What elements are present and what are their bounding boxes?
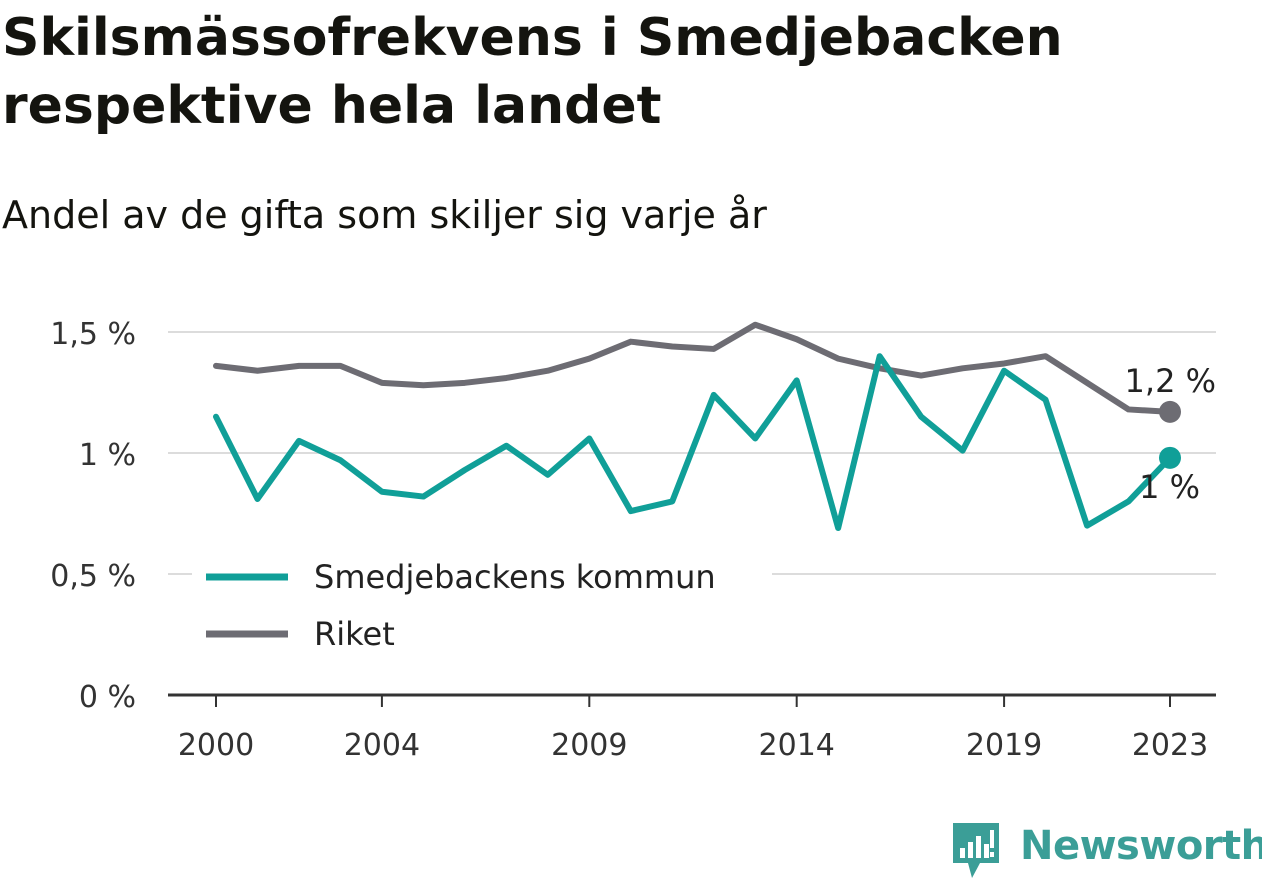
newsworthy-logo-icon — [953, 823, 999, 878]
legend-background — [192, 548, 772, 664]
x-axis: 2000 2004 2009 2014 2019 2023 — [168, 693, 1216, 763]
y-axis: 0 % 0,5 % 1 % 1,5 % — [50, 317, 136, 715]
legend-label: Smedjebackens kommun — [314, 558, 716, 596]
legend: Smedjebackens kommun Riket — [192, 548, 772, 664]
end-label-smedjebacken: 1 % — [1139, 468, 1200, 506]
x-tick-label: 2004 — [344, 728, 420, 763]
x-tick-label: 2009 — [551, 728, 627, 763]
x-tick-label: 2000 — [178, 728, 254, 763]
series-line-smedjebacken — [213, 353, 1173, 532]
series-line-riket — [213, 321, 1173, 415]
x-tick-label: 2014 — [759, 728, 835, 763]
series-lines: 1,2 % 1 % — [213, 321, 1216, 532]
end-point-smedjebacken — [1159, 446, 1181, 469]
x-tick-label: 2023 — [1132, 728, 1208, 763]
legend-label: Riket — [314, 615, 395, 653]
end-point-riket — [1159, 400, 1181, 423]
y-tick-label: 0 % — [79, 680, 136, 715]
y-tick-label: 1 % — [79, 438, 136, 473]
newsworthy-logo: Newsworthy — [950, 818, 1262, 880]
end-label-riket: 1,2 % — [1125, 362, 1216, 400]
y-tick-label: 1,5 % — [50, 317, 136, 352]
chart-title: Skilsmässofrekvens i Smedjebacken respek… — [2, 8, 1063, 136]
line-chart: 0 % 0,5 % 1 % 1,5 % 2000 2004 2009 2014 2019 202… — [50, 317, 1216, 763]
logo-wordmark: Newsworthy — [1020, 823, 1262, 869]
y-tick-label: 0,5 % — [50, 559, 136, 594]
chart-subtitle: Andel av de gifta som skiljer sig varje … — [2, 193, 767, 237]
x-tick-label: 2019 — [966, 728, 1042, 763]
